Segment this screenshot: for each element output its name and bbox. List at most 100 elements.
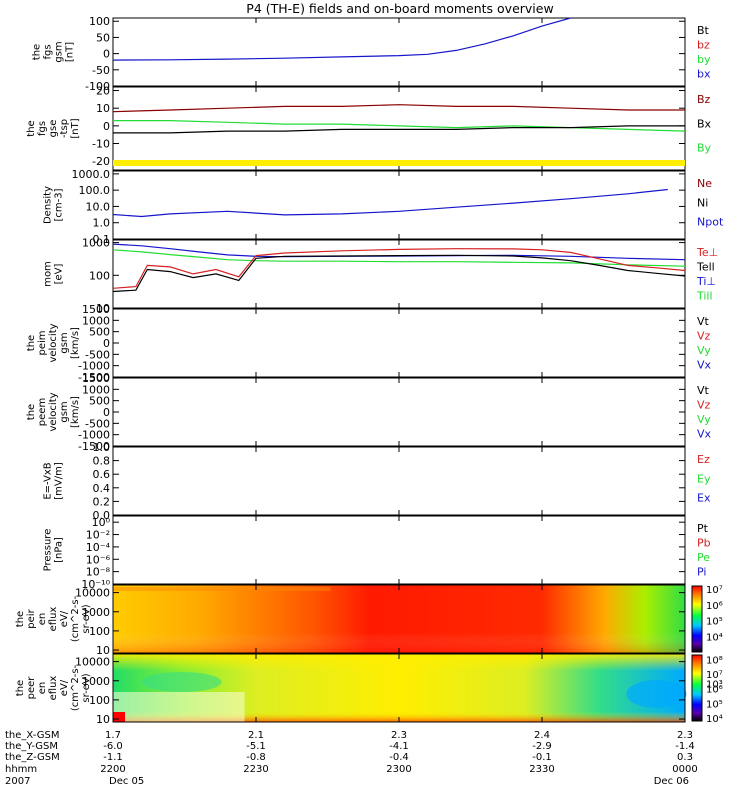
colorbar-tick-label: 10⁶: [706, 685, 723, 696]
y-axis-label: gsm: [59, 332, 70, 353]
y-axis-label: gse: [48, 120, 59, 138]
y-tick-label: -100: [85, 80, 110, 93]
y-axis-label: the: [26, 335, 37, 351]
x-row-label: hhmm: [5, 764, 37, 775]
y-tick-label: 1000: [82, 383, 110, 396]
colorbar-tick-label: 10⁵: [706, 699, 723, 710]
y-tick-label: 0.2: [93, 495, 111, 508]
y-tick-label: 500: [89, 326, 110, 339]
x-tick-label: 0.3: [677, 752, 693, 763]
y-axis-label: the: [26, 404, 37, 420]
y-tick-label: 100: [89, 269, 110, 282]
y-tick-label: 100: [89, 15, 110, 28]
legend-Vy: Vy: [697, 413, 711, 426]
y-tick-label: 10: [96, 644, 110, 657]
x-tick-label: -5.1: [246, 741, 266, 752]
x-tick-label: 2.3: [391, 730, 407, 741]
y-tick-label: 1500: [82, 372, 110, 385]
y-axis-label: peir: [26, 608, 37, 628]
y-tick-label: 0.0: [93, 509, 111, 522]
y-tick-label: 0.8: [93, 455, 111, 468]
legend-Vz: Vz: [697, 399, 711, 412]
spectrogram-green-region: [141, 672, 222, 692]
legend-Ez: Ez: [697, 453, 710, 466]
y-axis-label: velocity: [48, 392, 59, 431]
panel-frame: [112, 239, 686, 309]
colorbar: [691, 654, 703, 722]
y-axis-label: eV/: [59, 610, 70, 627]
y-tick-label: 1500: [82, 303, 110, 316]
x-tick-label: Dec 05: [109, 776, 144, 787]
legend-Ne: Ne: [697, 177, 712, 190]
y-tick-label: 10⁻⁸: [86, 566, 111, 579]
panel-2: -20 -10 0 10 20 the fgs gse -tsp [nT] Bz Bx By: [26, 85, 712, 171]
yellow-bar: [113, 160, 685, 166]
y-tick-label: -1500: [78, 371, 110, 384]
panel-frame: [112, 377, 686, 447]
y-tick-label: 10⁻¹⁰: [81, 578, 110, 591]
y-tick-label: 0: [103, 337, 110, 350]
series-Npot: [112, 188, 668, 218]
legend-Pi: Pi: [697, 566, 706, 579]
y-tick-label: 1000: [82, 314, 110, 327]
y-axis-label: [cm-3]: [54, 188, 65, 221]
y-tick-label: 10: [96, 102, 110, 115]
series-By: [113, 120, 686, 132]
legend-bz: bz: [697, 39, 710, 52]
x-tick-label: -6.0: [103, 741, 123, 752]
x-tick-label: -1.4: [675, 741, 695, 752]
y-axis-label: the: [15, 611, 26, 627]
y-tick-label: -1500: [78, 440, 110, 453]
y-tick-label: 0: [103, 406, 110, 419]
x-tick-label: -0.4: [389, 752, 409, 763]
y-axis-label: Pressure: [43, 529, 54, 572]
x-tick-label: 2.1: [248, 730, 264, 741]
colorbar-tick-label: 10⁸: [706, 655, 723, 666]
y-tick-label: 20: [96, 85, 110, 98]
x-tick-label: -2.9: [532, 741, 552, 752]
y-tick-label: 1000: [82, 237, 110, 250]
colorbar-tick-label: 10⁶: [706, 601, 723, 612]
y-tick-label: -50: [92, 64, 110, 77]
y-tick-label: 1000: [82, 606, 110, 619]
spectrogram-band: [113, 587, 331, 591]
y-tick-label: 1.0: [93, 441, 111, 454]
panel-10: 10 100 1000 10000 the peer en eflux eV/(cm^2-s-s…: [15, 653, 723, 726]
y-axis-label: gsm: [54, 41, 65, 62]
legend-Ex: Ex: [697, 492, 711, 505]
y-axis-label: peim: [37, 330, 48, 355]
y-axis-label: [km/s]: [70, 327, 81, 359]
x-tick-label: 2.4: [534, 730, 550, 741]
spectrogram-lowband: [113, 692, 245, 722]
legend-Vz: Vz: [697, 330, 711, 343]
y-axis-label: [km/s]: [70, 396, 81, 428]
y-axis-label: peer: [26, 676, 37, 700]
series-Till: [112, 249, 686, 267]
y-axis-label: -tsp: [59, 119, 70, 138]
x-tick-label: 1.7: [105, 730, 121, 741]
y-axis-label: [nPa]: [54, 537, 65, 563]
colorbar-tick-label: 10⁷: [706, 585, 723, 596]
spectrogram-hotspot: [113, 712, 125, 722]
series-Bz: [112, 104, 685, 113]
legend-Bt: Bt: [697, 24, 710, 37]
panel-frame: [112, 446, 686, 516]
y-axis-label: mom: [43, 261, 54, 287]
legend-Vt: Vt: [697, 315, 710, 328]
y-tick-label: 10: [96, 713, 110, 726]
legend-Till: Till: [696, 290, 713, 303]
y-tick-label: 10⁻⁶: [86, 553, 111, 566]
colorbar-tick-label: 10⁵: [706, 617, 723, 628]
y-axis-label: [nT]: [70, 118, 81, 138]
panel-frame: [112, 515, 686, 585]
y-axis-label: en: [37, 613, 48, 626]
y-tick-label: -500: [85, 348, 110, 361]
legend-Pe: Pe: [697, 551, 710, 564]
colorbar-tick-label: 10³: [706, 679, 723, 690]
series-Tell: [112, 254, 686, 293]
